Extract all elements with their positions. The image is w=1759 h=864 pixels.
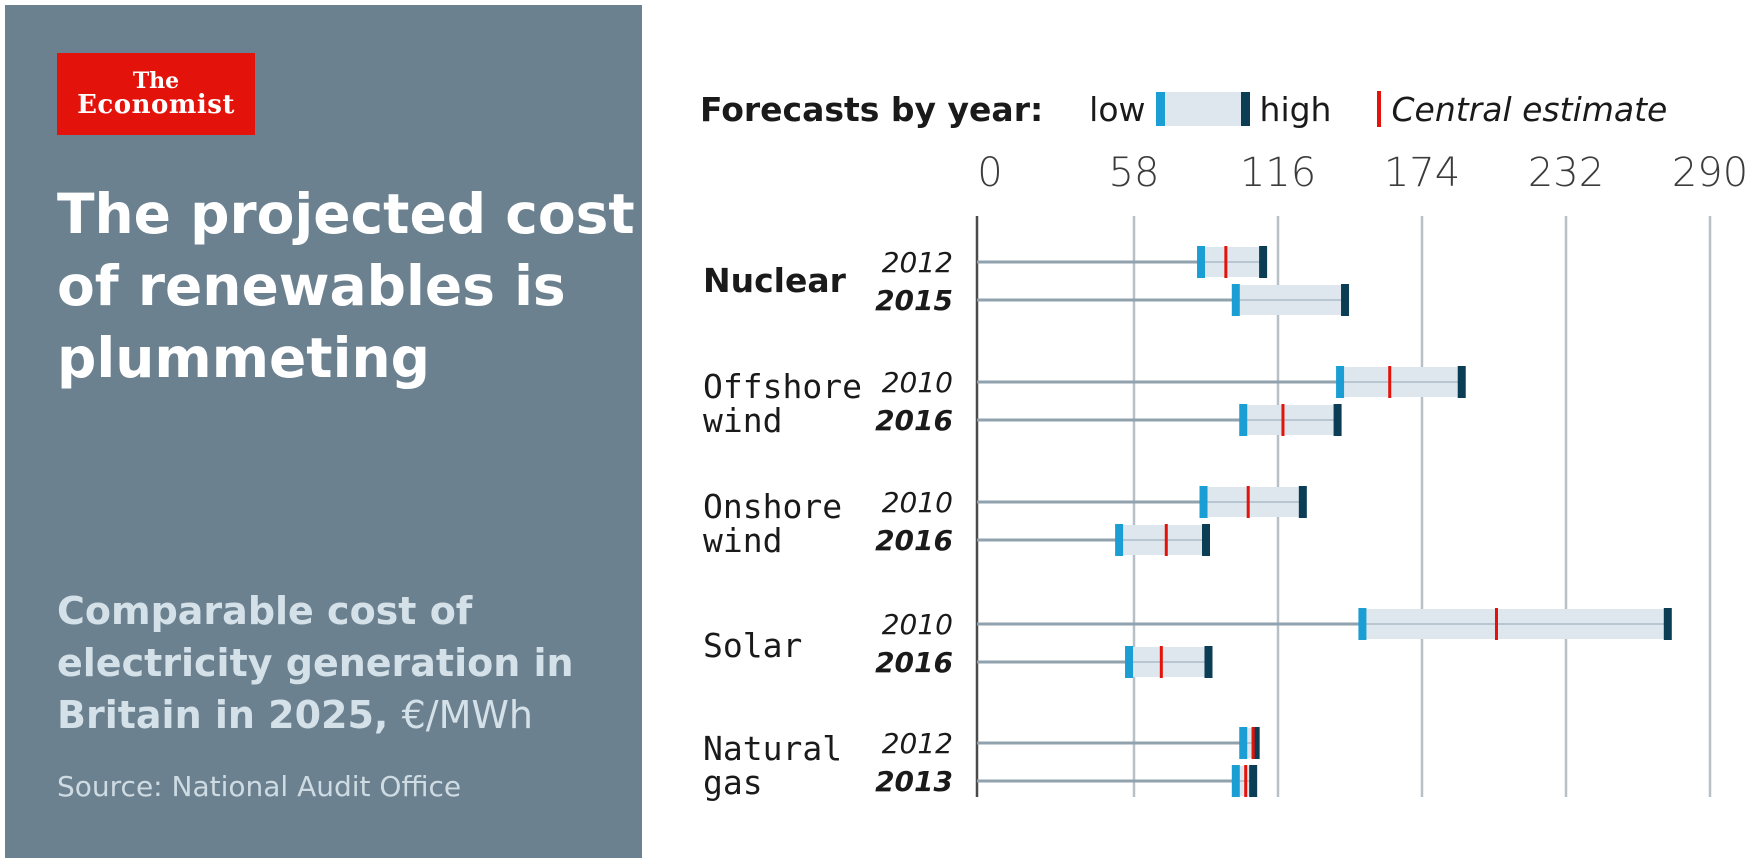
high-marker: [1249, 765, 1258, 797]
x-tick-label: 232: [1528, 150, 1604, 196]
central-marker: [1244, 765, 1248, 797]
category-label: wind: [703, 521, 782, 560]
low-marker: [1115, 524, 1124, 556]
economist-logo: The Economist: [57, 53, 255, 135]
year-label: 2016: [875, 524, 953, 557]
logo-line-1: The: [132, 68, 180, 94]
logo-line-2: Economist: [77, 90, 235, 120]
high-marker: [1204, 646, 1213, 678]
central-marker: [1159, 646, 1163, 678]
x-tick-label: 116: [1240, 150, 1316, 196]
low-marker: [1125, 646, 1134, 678]
low-marker: [1239, 727, 1248, 759]
year-label: 2016: [875, 646, 953, 679]
legend-low-label: low: [1089, 89, 1146, 129]
category-label: gas: [703, 763, 763, 802]
low-marker: [1231, 284, 1240, 316]
low-marker: [1358, 608, 1367, 640]
legend: Forecasts by year: low high Central esti…: [700, 84, 1667, 134]
low-marker: [1336, 366, 1345, 398]
headline: The projected cost of renewables is plum…: [57, 182, 635, 390]
high-marker: [1259, 246, 1268, 278]
high-marker: [1298, 486, 1307, 518]
year-label: 2013: [875, 765, 953, 798]
year-label: 2012: [882, 727, 953, 760]
year-label: 2016: [875, 404, 953, 437]
low-marker: [1231, 765, 1240, 797]
high-marker: [1333, 404, 1342, 436]
central-marker: [1246, 486, 1250, 518]
legend-range-swatch: [1155, 92, 1250, 126]
high-marker: [1202, 524, 1210, 556]
category-label: wind: [703, 401, 782, 440]
year-label: 2015: [875, 284, 953, 317]
year-label: 2010: [882, 486, 953, 519]
legend-central-label: Central estimate: [1391, 89, 1668, 129]
x-tick-label: 58: [1109, 150, 1160, 196]
category-label: Onshore: [703, 487, 842, 526]
category-label: Offshore: [703, 367, 862, 406]
x-tick-label: 290: [1672, 150, 1748, 196]
legend-title: Forecasts by year:: [700, 89, 1044, 129]
subtitle-unit: €/MWh: [401, 693, 534, 737]
central-marker: [1164, 524, 1168, 556]
central-marker: [1224, 246, 1228, 278]
high-marker: [1457, 366, 1466, 398]
high-marker: [1341, 284, 1350, 316]
category-label: Nuclear: [703, 261, 847, 300]
central-marker: [1494, 608, 1498, 640]
legend-high-label: high: [1259, 89, 1332, 129]
low-marker: [1199, 486, 1208, 518]
legend-central-swatch: [1377, 91, 1382, 127]
central-marker: [1251, 727, 1255, 759]
title-panel: [5, 5, 642, 858]
subtitle-text: Comparable cost of electricity generatio…: [57, 589, 574, 737]
x-tick-label: 174: [1384, 150, 1460, 196]
high-marker: [1663, 608, 1672, 640]
central-marker: [1388, 366, 1392, 398]
year-label: 2012: [882, 246, 953, 279]
low-marker: [1197, 246, 1206, 278]
low-marker: [1239, 404, 1248, 436]
x-tick-label: 0: [977, 150, 1002, 196]
year-label: 2010: [882, 366, 953, 399]
category-label: Natural: [703, 729, 842, 768]
subtitle: Comparable cost of electricity generatio…: [57, 585, 617, 741]
year-label: 2010: [882, 608, 953, 641]
source-note: Source: National Audit Office: [57, 770, 462, 803]
category-label: Solar: [703, 626, 802, 665]
central-marker: [1281, 404, 1285, 436]
high-marker: [1251, 727, 1260, 759]
